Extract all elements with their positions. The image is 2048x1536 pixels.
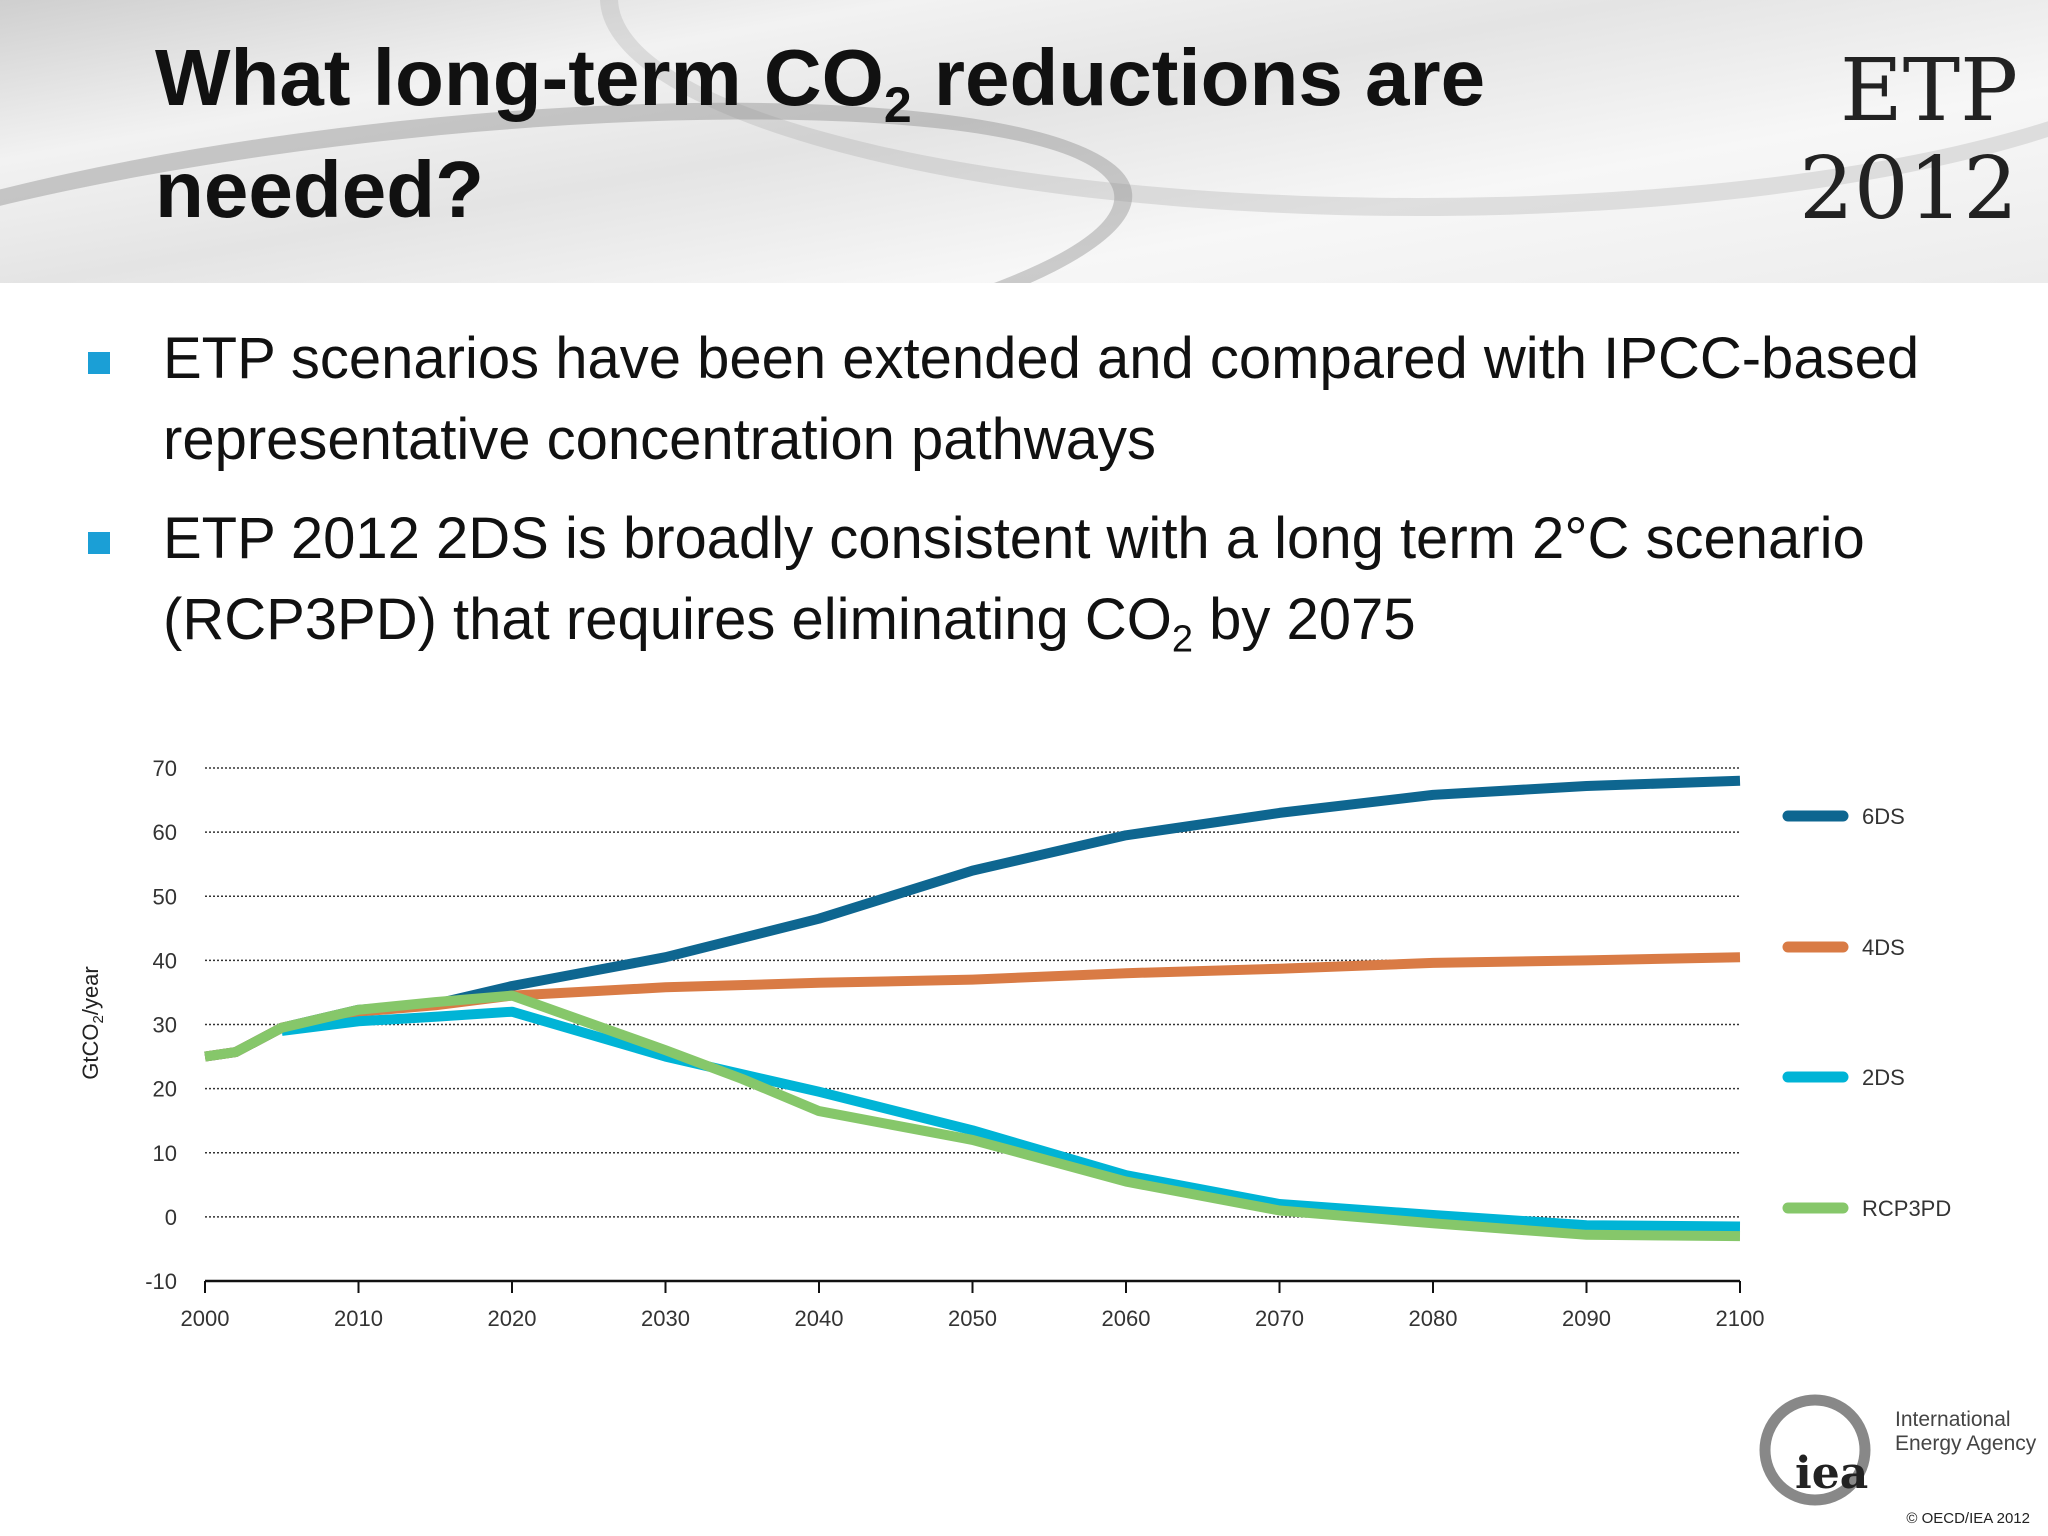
- y-tick-label: 30: [153, 1013, 177, 1038]
- x-tick-label: 2050: [948, 1306, 997, 1331]
- bullet-square-icon: [88, 532, 110, 554]
- y-tick-label: 50: [153, 884, 177, 909]
- legend-label: 4DS: [1862, 935, 1905, 960]
- copyright-text: © OECD/IEA 2012: [1906, 1510, 2030, 1527]
- bullet-list: ETP scenarios have been extended and com…: [88, 318, 1988, 678]
- series-line-2ds: [281, 1006, 1741, 1232]
- x-tick-label: 2040: [795, 1306, 844, 1331]
- y-tick-label: -10: [145, 1269, 177, 1294]
- legend-label: 2DS: [1862, 1065, 1905, 1090]
- y-tick-label: 60: [153, 820, 177, 845]
- y-tick-label: 20: [153, 1077, 177, 1102]
- x-tick-label: 2000: [181, 1306, 230, 1331]
- svg-text:iea: iea: [1795, 1448, 1868, 1499]
- bullet-item: ETP scenarios have been extended and com…: [88, 318, 1988, 480]
- iea-ring-icon: iea: [1759, 1394, 1871, 1506]
- x-tick-label: 2070: [1255, 1306, 1304, 1331]
- x-tick-label: 2100: [1716, 1306, 1765, 1331]
- y-axis-label: GtCO2/year: [78, 966, 107, 1080]
- slide-title: What long-term CO2 reductions are needed…: [155, 33, 1486, 234]
- x-tick-label: 2080: [1409, 1306, 1458, 1331]
- series-line-rcp3pd: [204, 990, 1741, 1242]
- bullet-item: ETP 2012 2DS is broadly consistent with …: [88, 498, 1988, 660]
- iea-logo: iea International Energy Agency: [1755, 1390, 2040, 1510]
- x-tick-label: 2020: [488, 1306, 537, 1331]
- legend-label: 6DS: [1862, 804, 1905, 829]
- y-tick-label: 70: [153, 756, 177, 781]
- x-tick-label: 2030: [641, 1306, 690, 1331]
- legend-label: RCP3PD: [1862, 1196, 1951, 1221]
- x-tick-label: 2090: [1562, 1306, 1611, 1331]
- y-tick-label: 10: [153, 1141, 177, 1166]
- etp-2012-badge: ETP 2012: [1799, 41, 2018, 239]
- x-tick-label: 2060: [1102, 1306, 1151, 1331]
- x-tick-label: 2010: [334, 1306, 383, 1331]
- bullet-square-icon: [88, 352, 110, 374]
- y-tick-label: 0: [165, 1205, 177, 1230]
- y-tick-label: 40: [153, 948, 177, 973]
- slide-header: What long-term CO2 reductions are needed…: [0, 0, 2048, 283]
